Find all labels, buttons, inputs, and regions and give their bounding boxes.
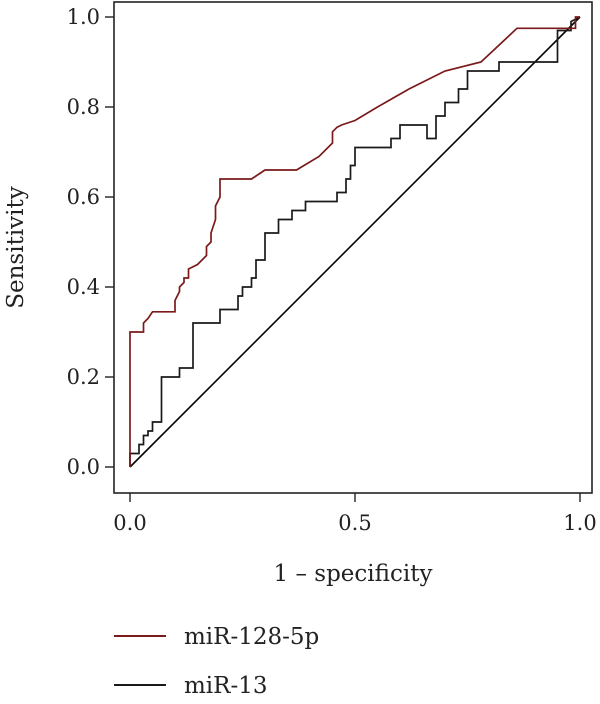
plot-frame (113, 1, 593, 494)
series-line-mir-128-5p (129, 16, 580, 467)
plot-area (129, 16, 581, 468)
y-tick-label: 0.8 (67, 95, 100, 119)
y-tick-label: 1.0 (67, 5, 100, 29)
x-tick-label: 1.0 (563, 511, 596, 535)
legend-label-mir-128-5p: miR-128-5p (184, 624, 319, 650)
y-axis-label: Sensitivity (3, 186, 29, 309)
legend-label-mir-13: miR-13 (184, 673, 268, 699)
y-tick-label: 0.4 (67, 275, 100, 299)
x-tick-label: 0.5 (338, 511, 371, 535)
reference-diagonal (129, 16, 581, 468)
y-tick-label: 0.0 (67, 455, 100, 479)
x-axis: 0.0 0.5 1.0 (113, 493, 597, 535)
y-tick-label: 0.2 (67, 365, 100, 389)
y-tick-label: 0.6 (67, 185, 100, 209)
series-line-mir-13 (129, 16, 581, 467)
y-axis: 0.0 0.2 0.4 0.6 0.8 1.0 (67, 5, 114, 479)
x-tick-label: 0.0 (113, 511, 146, 535)
x-axis-label: 1 – specificity (274, 561, 433, 587)
legend: miR-128-5p miR-13 (114, 624, 319, 699)
